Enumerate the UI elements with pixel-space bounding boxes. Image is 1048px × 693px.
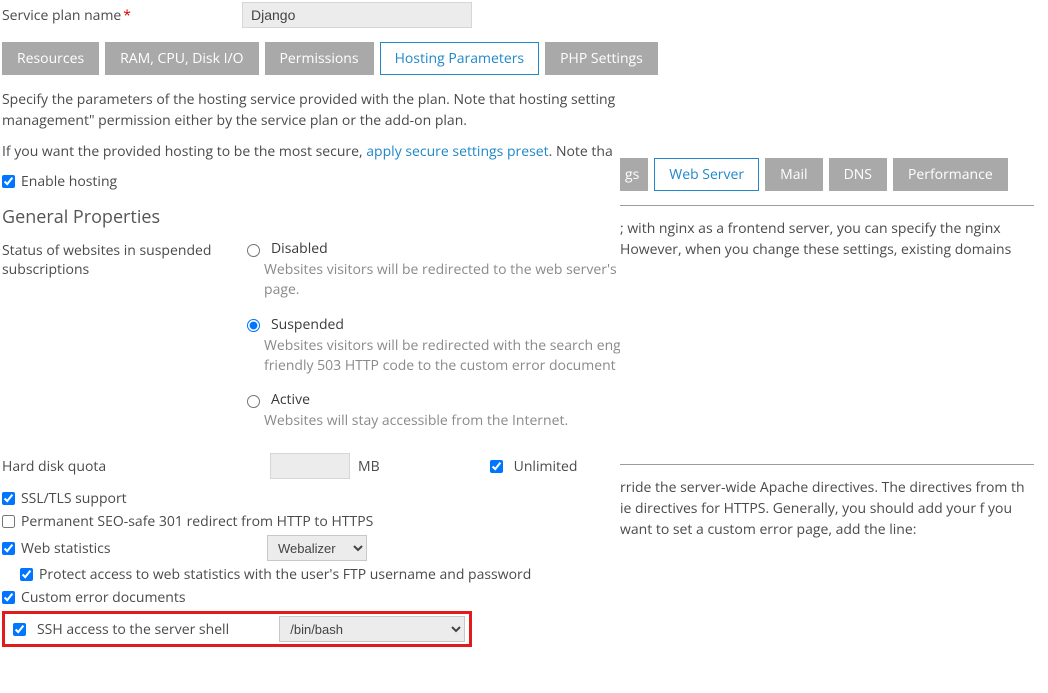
protect-label: Protect access to web statistics with th… [39, 565, 531, 584]
hdq-unit: MB [358, 457, 380, 476]
right-para-1: ; with nginx as a frontend server, you c… [620, 218, 1034, 260]
right-para-2: rride the server-wide Apache directives.… [620, 477, 1034, 540]
right-tab-web-server[interactable]: Web Server [654, 158, 759, 191]
status-option-active: Active Websites will stay accessible from… [242, 390, 644, 431]
hosting-parameters-panel: Service plan name* ResourcesRAM, CPU, Di… [0, 0, 660, 647]
hosting-desc-1: Specify the parameters of the hosting se… [2, 89, 660, 131]
enable-hosting-row: Enable hosting [2, 172, 660, 191]
status-radio-suspended[interactable] [247, 319, 260, 332]
right-divider [620, 205, 1034, 206]
protect-checkbox[interactable] [20, 568, 33, 581]
ssh-label: SSH access to the server shell [37, 620, 271, 639]
hard-disk-quota-row: Hard disk quota MB Unlimited [2, 453, 660, 479]
status-radio-sub-active: Websites will stay accessible from the I… [264, 411, 644, 431]
plan-tabs: ResourcesRAM, CPU, Disk I/OPermissionsHo… [2, 42, 660, 75]
service-plan-label: Service plan name* [2, 6, 242, 25]
service-plan-label-text: Service plan name [2, 6, 121, 25]
ssl-row: SSL/TLS support [2, 489, 660, 508]
status-label: Status of websites in suspended subscrip… [2, 239, 242, 279]
tab-ram-cpu-disk-i-o[interactable]: RAM, CPU, Disk I/O [105, 42, 258, 75]
desc2-b: . Note tha [549, 142, 613, 161]
status-options: Disabled Websites visitors will be redire… [242, 239, 644, 445]
custom-error-label: Custom error documents [21, 588, 186, 607]
hdq-input[interactable] [270, 453, 350, 479]
seo-checkbox[interactable] [2, 515, 15, 528]
right-tab-performance[interactable]: Performance [893, 158, 1008, 191]
status-option-disabled: Disabled Websites visitors will be redire… [242, 239, 644, 301]
right-tab-mail[interactable]: Mail [765, 158, 822, 191]
stats-row: Web statistics Webalizer [2, 535, 660, 561]
hdq-label: Hard disk quota [2, 457, 262, 476]
seo-label: Permanent SEO-safe 301 redirect from HTT… [21, 512, 373, 531]
ssh-shell-select[interactable]: /bin/bash [279, 616, 465, 642]
tab-php-settings[interactable]: PHP Settings [545, 42, 658, 75]
enable-hosting-label: Enable hosting [21, 172, 117, 191]
tab-permissions[interactable]: Permissions [265, 42, 374, 75]
tab-hosting-parameters[interactable]: Hosting Parameters [380, 42, 540, 75]
enable-hosting-checkbox[interactable] [2, 175, 15, 188]
ssl-label: SSL/TLS support [21, 489, 127, 508]
tab-resources[interactable]: Resources [2, 42, 99, 75]
custom-error-row: Custom error documents [2, 588, 660, 607]
status-radio-disabled[interactable] [247, 244, 260, 257]
ssh-highlight: SSH access to the server shell /bin/bash [2, 611, 472, 647]
right-divider-2 [620, 464, 1034, 465]
right-tab-dns[interactable]: DNS [829, 158, 887, 191]
service-plan-input[interactable] [242, 2, 472, 28]
custom-error-checkbox[interactable] [2, 591, 15, 604]
status-radio-label-active: Active [271, 390, 310, 409]
seo-row: Permanent SEO-safe 301 redirect from HTT… [2, 512, 660, 531]
status-radio-label-suspended: Suspended [271, 315, 344, 334]
status-radio-active[interactable] [247, 395, 260, 408]
ssh-checkbox[interactable] [13, 623, 26, 636]
desc2-a: If you want the provided hosting to be t… [2, 142, 366, 161]
stats-select[interactable]: Webalizer [267, 535, 367, 561]
right-tabs: gsWeb ServerMailDNSPerformance [620, 158, 1048, 191]
status-radio-sub-disabled: Websites visitors will be redirected to … [264, 260, 644, 301]
status-radio-sub-suspended: Websites visitors will be redirected wit… [264, 336, 644, 377]
right-tab-gs: gs [620, 158, 648, 191]
web-server-panel: gsWeb ServerMailDNSPerformance ; with ng… [620, 158, 1048, 570]
hosting-desc-2: If you want the provided hosting to be t… [2, 141, 660, 162]
hdq-unlimited-label: Unlimited [514, 457, 578, 476]
hdq-unlimited-checkbox[interactable] [490, 460, 503, 473]
general-properties-heading: General Properties [2, 205, 660, 229]
status-radio-label-disabled: Disabled [271, 239, 328, 258]
status-row: Status of websites in suspended subscrip… [2, 239, 660, 445]
required-asterisk: * [123, 6, 131, 25]
stats-label: Web statistics [21, 539, 261, 558]
ssl-checkbox[interactable] [2, 492, 15, 505]
protect-row: Protect access to web statistics with th… [20, 565, 660, 584]
stats-checkbox[interactable] [2, 542, 15, 555]
service-plan-row: Service plan name* [2, 2, 660, 28]
status-option-suspended: Suspended Websites visitors will be redir… [242, 315, 644, 377]
apply-secure-preset-link[interactable]: apply secure settings preset [366, 142, 548, 161]
